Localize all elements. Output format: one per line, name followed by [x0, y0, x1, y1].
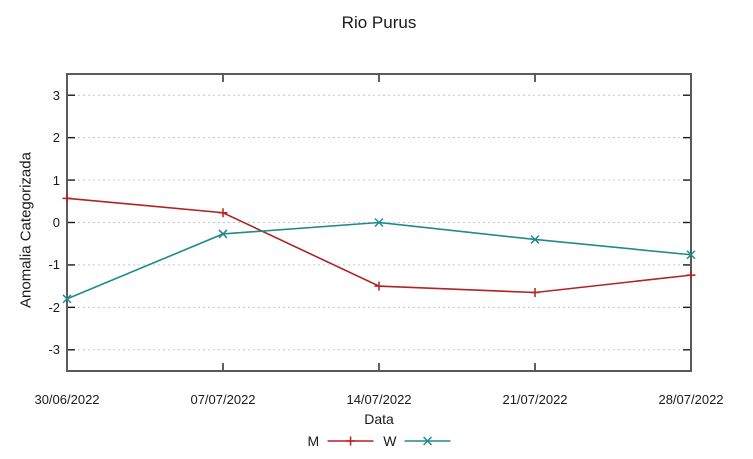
legend-item-m: M [308, 433, 374, 449]
cross-marker [218, 229, 228, 239]
y-tick-label: 3 [52, 87, 60, 103]
x-tick-label: 21/07/2022 [502, 392, 568, 407]
x-tick-label: 14/07/2022 [346, 392, 412, 407]
legend-label: W [383, 433, 397, 449]
x-tick-label: 28/07/2022 [658, 392, 724, 407]
plus-marker [62, 193, 72, 203]
y-tick-label: 0 [52, 215, 60, 230]
cross-marker [374, 217, 384, 228]
x-axis-title: Data [364, 411, 394, 427]
cross-marker [62, 294, 72, 304]
plot-border [66, 73, 692, 372]
x-tick-label: 30/06/2022 [34, 392, 100, 407]
legend-item-w: W [383, 433, 451, 449]
cross-marker [686, 250, 696, 260]
y-tick-label: 2 [52, 130, 60, 146]
cross-marker [530, 234, 540, 245]
plus-marker [686, 270, 696, 280]
y-tick-label: -1 [48, 257, 60, 273]
y-tick-label: -3 [48, 342, 60, 358]
legend-sample-plus [327, 436, 374, 446]
legend-sample-cross [404, 436, 451, 446]
plus-marker [530, 288, 540, 298]
y-tick-label: -2 [48, 299, 60, 315]
chart-title: Rio Purus [341, 13, 417, 32]
plus-marker [374, 281, 384, 291]
plus-marker [218, 208, 228, 218]
x-tick-label: 07/07/2022 [190, 392, 256, 407]
y-tick-label: 1 [52, 172, 60, 188]
legend-label: M [307, 433, 320, 449]
